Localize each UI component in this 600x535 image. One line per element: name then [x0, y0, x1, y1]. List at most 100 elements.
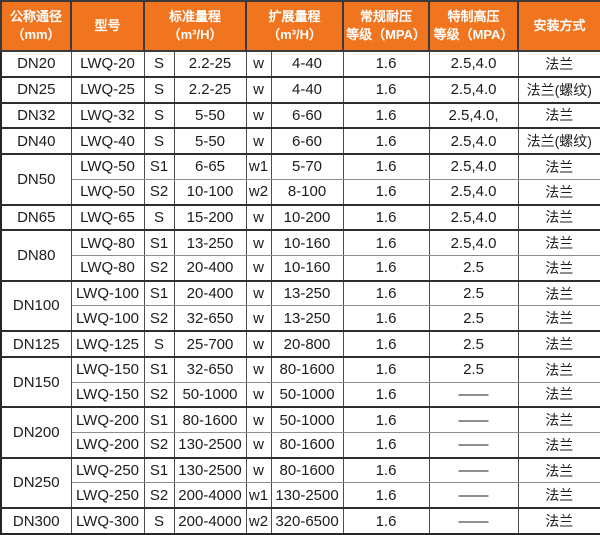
model-cell: LWQ-125 — [70, 330, 145, 358]
model-cell: LWQ-80 — [70, 229, 145, 257]
std-range-code-cell: S2 — [143, 305, 175, 332]
install-cell: 法兰 — [517, 432, 600, 459]
table-row: DN20 LWQ-20 S 2.2-25 w 4-40 1.6 2.5,4.0 法兰 — [0, 50, 600, 78]
high-pressure-cell: 2.5,4.0 — [428, 203, 519, 231]
normal-pressure-cell: 1.6 — [342, 507, 430, 535]
install-cell: 法兰 — [517, 456, 600, 484]
model-cell: LWQ-40 — [70, 127, 145, 155]
install-cell: 法兰 — [517, 229, 600, 257]
install-cell: 法兰 — [517, 381, 600, 408]
ext-range-code-cell: w — [245, 381, 272, 408]
std-range-code-cell: S — [143, 507, 175, 535]
high-pressure-cell: 2.5,4.0 — [428, 50, 519, 78]
std-range-code-cell: S1 — [143, 153, 175, 180]
model-cell: LWQ-65 — [70, 203, 145, 231]
ext-range-value-cell: 50-1000 — [270, 406, 344, 434]
table-row: DN65 LWQ-65 S 15-200 w 10-200 1.6 2.5,4.0 法兰 — [0, 203, 600, 231]
std-range-value-cell: 15-200 — [173, 203, 247, 231]
model-cell: LWQ-50 — [70, 178, 145, 206]
install-cell: 法兰 — [517, 50, 600, 78]
dn-cell: DN40 — [0, 127, 72, 155]
ext-range-value-cell: 10-200 — [270, 203, 344, 231]
ext-range-code-cell: w — [245, 355, 272, 383]
ext-range-code-cell: w — [245, 255, 272, 282]
header-row: 公称通径 （mm） 型号 标准量程 （m³/H） 扩展量程 （m³/H） 常规耐… — [0, 0, 600, 52]
install-cell: 法兰(螺纹) — [517, 75, 600, 104]
model-cell: LWQ-25 — [70, 75, 145, 104]
ext-range-code-cell: w — [245, 456, 272, 484]
high-pressure-cell: —— — [428, 406, 519, 434]
table-row: DN32 LWQ-32 S 5-50 w 6-60 1.6 2.5,4.0, 法兰 — [0, 101, 600, 129]
table-row: DN125 LWQ-125 S 25-700 w 20-800 1.6 2.5 法兰 — [0, 330, 600, 358]
std-range-code-cell: S2 — [143, 255, 175, 282]
std-range-code-cell: S2 — [143, 432, 175, 459]
ext-range-value-cell: 130-2500 — [270, 482, 344, 509]
ext-range-code-cell: w — [245, 127, 272, 155]
install-cell: 法兰(螺纹) — [517, 127, 600, 155]
install-cell: 法兰 — [517, 305, 600, 332]
normal-pressure-cell: 1.6 — [342, 229, 430, 257]
dn-cell: DN150 — [0, 355, 72, 408]
normal-pressure-cell: 1.6 — [342, 279, 430, 307]
ext-range-code-cell: w — [245, 432, 272, 459]
model-cell: LWQ-150 — [70, 355, 145, 383]
table-row: DN50 LWQ-50 S1 6-65 w1 5-70 1.6 2.5,4.0 法兰 — [0, 153, 600, 206]
install-cell: 法兰 — [517, 330, 600, 358]
normal-pressure-cell: 1.6 — [342, 127, 430, 155]
ext-range-value-cell: 80-1600 — [270, 355, 344, 383]
normal-pressure-cell: 1.6 — [342, 101, 430, 129]
model-cell: LWQ-100 — [70, 279, 145, 307]
std-range-value-cell: 10-100 — [173, 178, 247, 206]
ext-range-code-cell: w — [245, 101, 272, 129]
table-row: DN250 LWQ-250 S1 130-2500 w 80-1600 1.6 —— 法兰 — [0, 456, 600, 509]
high-pressure-cell: —— — [428, 432, 519, 459]
std-range-code-cell: S1 — [143, 279, 175, 307]
model-cell: LWQ-250 — [70, 482, 145, 509]
ext-range-code-cell: w — [245, 203, 272, 231]
table-row: DN150 LWQ-150 S1 32-650 w 80-1600 1.6 2.5 法兰 — [0, 355, 600, 408]
normal-pressure-cell: 1.6 — [342, 178, 430, 206]
ext-range-value-cell: 13-250 — [270, 305, 344, 332]
install-cell: 法兰 — [517, 482, 600, 509]
std-range-value-cell: 13-250 — [173, 229, 247, 257]
ext-range-code-cell: w — [245, 406, 272, 434]
table-row: DN100 LWQ-100 S1 20-400 w 13-250 1.6 2.5 法兰 — [0, 279, 600, 332]
normal-pressure-cell: 1.6 — [342, 381, 430, 408]
model-cell: LWQ-20 — [70, 50, 145, 78]
install-cell: 法兰 — [517, 153, 600, 180]
high-pressure-cell: —— — [428, 482, 519, 509]
ext-range-value-cell: 6-60 — [270, 101, 344, 129]
model-cell: LWQ-32 — [70, 101, 145, 129]
normal-pressure-cell: 1.6 — [342, 355, 430, 383]
dn-cell: DN32 — [0, 101, 72, 129]
install-cell: 法兰 — [517, 406, 600, 434]
model-cell: LWQ-200 — [70, 432, 145, 459]
ext-range-code-cell: w2 — [245, 507, 272, 535]
table-row: DN80 LWQ-80 S1 13-250 w 10-160 1.6 2.5,4.0 法兰 — [0, 229, 600, 282]
model-cell: LWQ-50 — [70, 153, 145, 180]
std-range-code-cell: S — [143, 330, 175, 358]
ext-range-code-cell: w2 — [245, 178, 272, 206]
table-row: LWQ-150 S2 50-1000 w 50-1000 1.6 —— 法兰 — [1, 381, 600, 408]
ext-range-value-cell: 80-1600 — [270, 456, 344, 484]
dn-cell: DN25 — [0, 75, 72, 104]
normal-pressure-cell: 1.6 — [342, 432, 430, 459]
normal-pressure-cell: 1.6 — [342, 203, 430, 231]
std-range-value-cell: 25-700 — [173, 330, 247, 358]
install-cell: 法兰 — [517, 355, 600, 383]
ext-range-value-cell: 80-1600 — [270, 432, 344, 459]
header-model-cell: 型号 — [70, 0, 145, 52]
normal-pressure-cell: 1.6 — [342, 330, 430, 358]
dn-cell: DN20 — [0, 50, 72, 78]
header-std-range-cell: 标准量程 （m³/H） — [142, 0, 248, 52]
table-row: LWQ-100 S2 32-650 w 13-250 1.6 2.5 法兰 — [1, 305, 600, 332]
table-row: DN40 LWQ-40 S 5-50 w 6-60 1.6 2.5,4.0 法兰(螺纹) — [0, 127, 600, 155]
install-cell: 法兰 — [517, 101, 600, 129]
table-row: DN300 LWQ-300 S 200-4000 w2 320-6500 1.6 —— 法兰 — [0, 507, 600, 535]
high-pressure-cell: 2.5 — [428, 330, 519, 358]
dn-cell: DN200 — [0, 406, 72, 459]
high-pressure-cell: 2.5,4.0 — [428, 229, 519, 257]
table-row: LWQ-200 S2 130-2500 w 80-1600 1.6 —— 法兰 — [1, 432, 600, 459]
std-range-code-cell: S — [143, 50, 175, 78]
